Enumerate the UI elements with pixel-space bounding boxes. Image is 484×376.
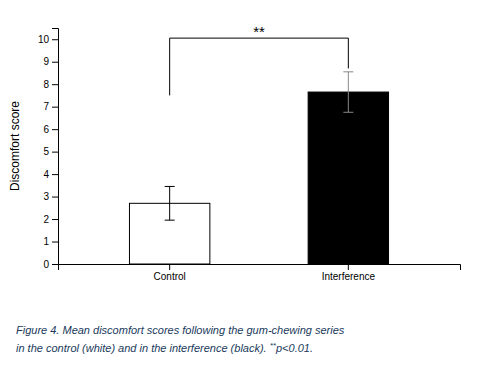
y-tick-mark — [52, 129, 58, 130]
y-tick: 4 — [43, 169, 58, 180]
y-tick-label: 5 — [43, 146, 49, 157]
y-axis-line — [52, 29, 59, 265]
x-tick-mark — [348, 264, 349, 270]
y-tick-label: 1 — [43, 236, 49, 247]
caption-line: Figure 4. Mean discomfort scores followi… — [16, 324, 345, 336]
y-tick-mark — [52, 107, 58, 108]
error-bar — [165, 186, 175, 220]
y-tick-label: 9 — [43, 56, 49, 67]
y-tick-mark — [52, 39, 58, 40]
significance-bracket — [170, 38, 349, 95]
x-tick: Interference — [322, 264, 376, 282]
caption: Figure 4. Mean discomfort scores followi… — [16, 324, 345, 354]
marks — [129, 72, 388, 264]
y-tick: 10 — [38, 34, 58, 45]
y-tick: 5 — [43, 146, 58, 157]
y-tick-mark — [52, 174, 58, 175]
y-tick-label: 7 — [43, 101, 49, 112]
plot: 0 1 2 3 4 5 6 7 8 9 10 Control Interference ** — [38, 23, 461, 282]
caption-text: p<0.01. — [275, 342, 313, 354]
y-tick: 9 — [43, 56, 58, 67]
x-tick-mark — [169, 264, 170, 270]
chart: 0 1 2 3 4 5 6 7 8 9 10 Control Interference ** Discomf… — [0, 0, 484, 376]
y-tick-mark — [52, 84, 58, 85]
y-tick-label: 3 — [43, 191, 49, 202]
y-tick: 0 — [43, 259, 58, 270]
y-axis: 0 1 2 3 4 5 6 7 8 9 10 — [38, 29, 59, 270]
y-tick: 2 — [43, 214, 58, 225]
y-tick: 8 — [43, 79, 58, 90]
y-tick: 1 — [43, 236, 58, 247]
y-tick-label: 10 — [38, 34, 50, 45]
y-tick-mark — [52, 152, 58, 153]
caption-text: in the control (white) and in the interf… — [16, 342, 270, 354]
caption-line: in the control (white) and in the interf… — [16, 341, 313, 354]
x-tick: Control — [154, 264, 186, 282]
y-tick: 7 — [43, 101, 58, 112]
y-tick-label: 6 — [43, 124, 49, 135]
y-tick-label: 8 — [43, 79, 49, 90]
y-tick-mark — [52, 264, 58, 265]
y-tick-mark — [52, 242, 58, 243]
significance-text: ** — [253, 23, 265, 40]
y-tick-label: 2 — [43, 214, 49, 225]
y-tick: 6 — [43, 124, 58, 135]
y-tick-mark — [52, 62, 58, 63]
y-tick-mark — [52, 197, 58, 198]
y-axis-title: Discomfort score — [8, 101, 22, 191]
y-tick-mark — [52, 219, 58, 220]
x-tick-label: Interference — [322, 271, 376, 282]
x-axis: Control Interference — [59, 264, 461, 282]
error-bar — [343, 72, 353, 112]
x-axis-line — [59, 265, 461, 271]
x-tick-label: Control — [154, 271, 186, 282]
y-tick-label: 0 — [43, 259, 49, 270]
y-tick: 3 — [43, 191, 58, 202]
bar — [308, 92, 388, 264]
y-tick-label: 4 — [43, 169, 49, 180]
